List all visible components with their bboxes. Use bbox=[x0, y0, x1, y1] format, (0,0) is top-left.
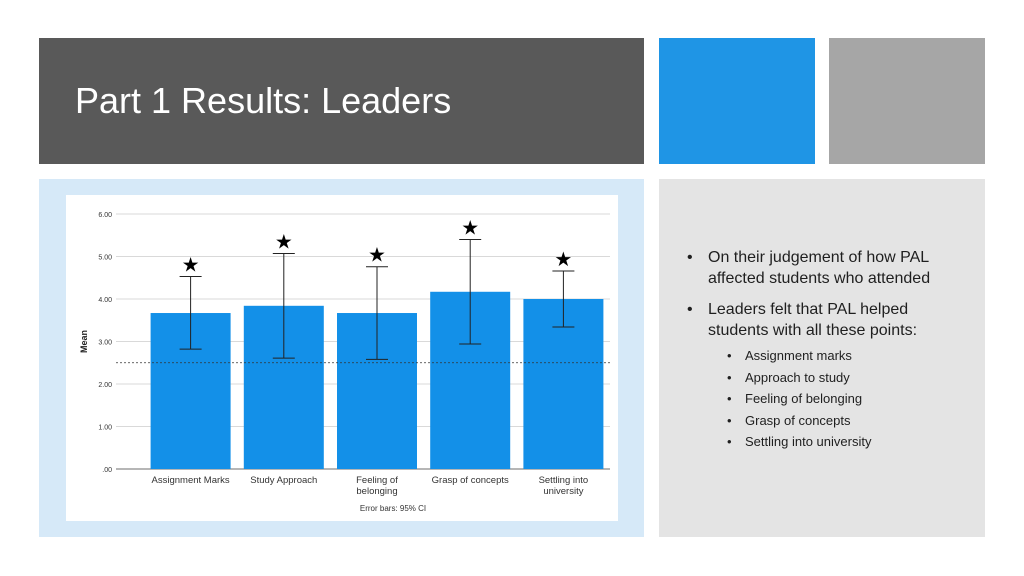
slide-title: Part 1 Results: Leaders bbox=[75, 80, 452, 121]
bar-chart: 6.00 5.00 4.00 3.00 2.00 1.00 .00 Mean ★ Assignme… bbox=[79, 212, 610, 513]
significance-star: ★ bbox=[554, 249, 572, 271]
bullet-list: On their judgement of how PAL affected s… bbox=[687, 247, 967, 463]
chart-card: 6.00 5.00 4.00 3.00 2.00 1.00 .00 Mean ★ Assignme… bbox=[66, 195, 618, 521]
y-tick-label: 4.00 bbox=[98, 297, 112, 304]
bullet-item: On their judgement of how PAL affected s… bbox=[687, 247, 967, 289]
x-tick-label: Grasp of concepts bbox=[432, 475, 509, 486]
sub-bullet-item: Assignment marks bbox=[727, 345, 967, 367]
y-axis-label: Mean bbox=[79, 330, 89, 353]
title-band bbox=[39, 38, 644, 164]
x-tick-label: Assignment Marks bbox=[152, 475, 230, 486]
significance-star: ★ bbox=[368, 245, 386, 267]
x-tick-label: Feeling of bbox=[356, 475, 398, 486]
bullet-item: Leaders felt that PAL helped students wi… bbox=[687, 299, 967, 453]
x-tick-label: belonging bbox=[356, 486, 397, 497]
y-tick-label: 2.00 bbox=[98, 382, 112, 389]
y-tick-label: 6.00 bbox=[98, 212, 112, 219]
accent-block-blue bbox=[659, 38, 815, 164]
chart-footnote: Error bars: 95% CI bbox=[360, 504, 426, 513]
x-tick-label: Study Approach bbox=[250, 475, 317, 486]
accent-block-gray bbox=[829, 38, 985, 164]
sub-bullet-item: Settling into university bbox=[727, 431, 967, 453]
y-tick-label: 5.00 bbox=[98, 255, 112, 262]
sub-bullet-item: Approach to study bbox=[727, 367, 967, 389]
x-tick-label: university bbox=[543, 486, 583, 497]
y-tick-label: 3.00 bbox=[98, 340, 112, 347]
sub-bullet-list: Assignment marks Approach to study Feeli… bbox=[708, 345, 967, 453]
significance-star: ★ bbox=[461, 218, 479, 240]
x-tick-label: Settling into bbox=[539, 475, 589, 486]
y-tick-label: .00 bbox=[102, 467, 112, 474]
significance-star: ★ bbox=[275, 232, 293, 254]
sub-bullet-item: Feeling of belonging bbox=[727, 388, 967, 410]
sub-bullet-item: Grasp of concepts bbox=[727, 410, 967, 432]
significance-star: ★ bbox=[182, 254, 200, 276]
y-tick-label: 1.00 bbox=[98, 425, 112, 432]
